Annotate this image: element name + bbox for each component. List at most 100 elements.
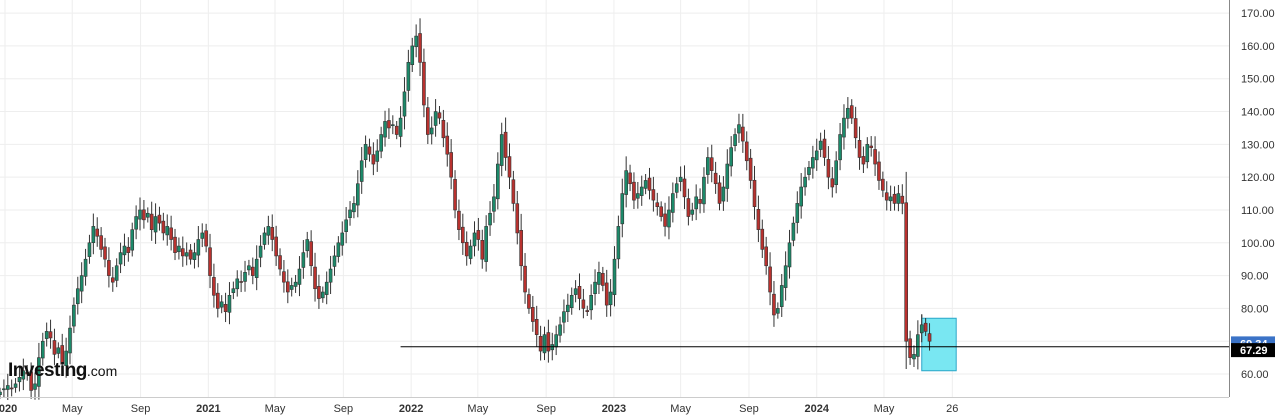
candle-body (604, 282, 609, 306)
candle-body (538, 336, 543, 352)
candle-body (628, 172, 632, 185)
x-tick-label: May (670, 403, 691, 415)
candle-body (919, 324, 924, 334)
candle-body (188, 249, 193, 260)
candle-body (814, 150, 819, 161)
candle-body (398, 117, 403, 137)
candle-body (597, 272, 601, 285)
candle-body (5, 385, 10, 390)
candle-body (480, 240, 485, 260)
candle-body (694, 196, 698, 210)
candle-body (671, 193, 675, 213)
candle-body (799, 186, 803, 207)
x-tick-label: May (467, 403, 488, 415)
candle-body (297, 268, 302, 285)
candle-body (772, 293, 776, 316)
candle-body (359, 160, 364, 182)
candle-body (709, 157, 714, 171)
candle-body (453, 179, 457, 211)
candle-body (818, 140, 823, 150)
candle-body (138, 209, 142, 220)
candle-body (422, 61, 426, 106)
candle-body (569, 294, 574, 309)
candle-body (25, 372, 30, 375)
candle-body (17, 377, 22, 383)
candle-body (227, 294, 232, 313)
candle-body (616, 226, 621, 260)
candle-body (149, 213, 154, 230)
candle-body (414, 35, 418, 48)
candle-body (99, 235, 103, 250)
candle-body (180, 248, 185, 257)
candle-body (503, 131, 508, 158)
candle-body (367, 146, 372, 155)
candle-body (301, 252, 306, 268)
candle-body (52, 340, 57, 355)
candle-body (145, 212, 150, 218)
candle-body (912, 354, 916, 360)
candle-body (394, 125, 399, 135)
candle-body (212, 277, 216, 296)
candle-body (927, 333, 932, 342)
candle-body (95, 228, 100, 237)
y-tick-label: 140.00 (1241, 107, 1275, 119)
candle-body (546, 332, 551, 352)
candle-body (713, 172, 718, 185)
candle-body (803, 176, 807, 188)
price-tag-support (1231, 343, 1275, 358)
candle-body (492, 196, 496, 212)
candle-body (764, 246, 768, 267)
candle-body (663, 213, 667, 227)
candle-body (674, 183, 679, 193)
candle-body (884, 192, 889, 201)
candle-body (157, 214, 162, 224)
candle-body (122, 245, 127, 256)
highlight-box (921, 317, 957, 372)
candle-body (822, 138, 827, 158)
candle-body (706, 157, 710, 175)
candle-body (534, 319, 539, 335)
candle-body (130, 229, 135, 251)
candle-body (589, 294, 593, 311)
candle-body (208, 247, 212, 276)
candle-body (441, 119, 446, 139)
candle-body (37, 357, 41, 387)
y-tick-label: 170.00 (1241, 8, 1275, 20)
candle-body (702, 176, 706, 205)
x-tick-label: 2024 (804, 403, 829, 415)
x-tick-label: Sep (131, 403, 151, 415)
candle-body (783, 265, 788, 288)
brand-suffix: .com (86, 363, 118, 379)
candle-body (429, 127, 434, 135)
y-tick-label: 100.00 (1241, 238, 1275, 250)
candle-body (881, 178, 885, 191)
candle-body (562, 311, 566, 323)
candle-body (787, 242, 792, 268)
candle-body (741, 126, 745, 142)
x-tick-label: 2022 (399, 403, 423, 415)
candle-body (68, 327, 72, 354)
candle-body (134, 216, 138, 230)
candle-body (523, 265, 527, 293)
candle-body (834, 160, 838, 186)
candle-body (305, 239, 310, 252)
candle-body (888, 196, 893, 202)
candle-body (900, 195, 905, 204)
candle-body (204, 230, 208, 247)
candle-body (496, 163, 500, 200)
candle-body (40, 340, 45, 359)
candle-body (433, 111, 438, 126)
candle-body (309, 241, 313, 267)
candle-body (476, 230, 481, 240)
candle-body (321, 291, 325, 299)
candle-body (923, 322, 928, 332)
candle-body (869, 145, 873, 148)
candle-body (383, 121, 387, 138)
x-tick-label: 2020 (0, 403, 17, 415)
candle-body (721, 186, 726, 202)
candle-body (842, 117, 846, 138)
candles (0, 18, 932, 401)
candle-body (737, 124, 741, 134)
candle-body (223, 304, 228, 312)
